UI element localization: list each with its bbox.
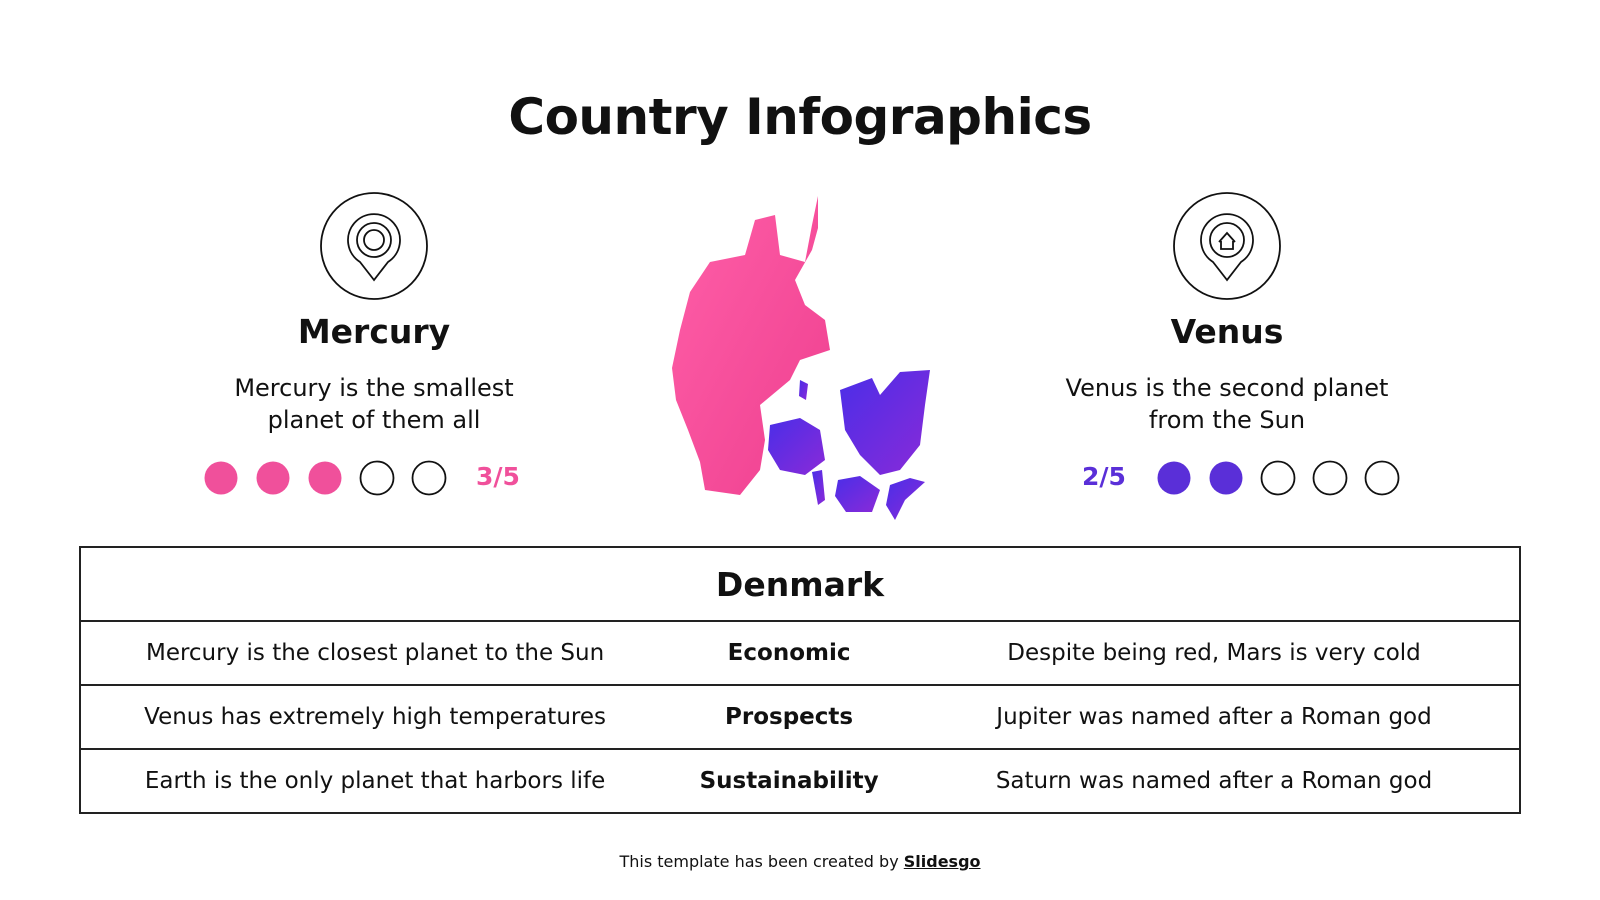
rating-label: 3/5	[476, 462, 520, 491]
table-cell: Venus has extremely high temperatures	[78, 684, 670, 750]
table-cell: Economic	[669, 620, 910, 686]
planet-description: Mercury is the smallest planet of them a…	[234, 374, 514, 434]
rating-dots	[204, 460, 1400, 496]
planet-name: Venus	[1170, 312, 1284, 351]
table-cell: Earth is the only planet that harbors li…	[78, 748, 670, 814]
rating-dot	[1157, 461, 1191, 495]
rating-dot	[308, 461, 342, 495]
table-cell: Jupiter was named after a Roman god	[909, 684, 1521, 750]
planet-name: Mercury	[297, 312, 451, 351]
table-row: Earth is the only planet that harbors li…	[78, 748, 1521, 814]
rating-dot	[411, 460, 447, 496]
table-cell: Despite being red, Mars is very cold	[909, 620, 1521, 686]
rating-dot	[1364, 460, 1400, 496]
table-row: Venus has extremely high temperatures Pro…	[78, 684, 1521, 750]
table: Denmark Mercury is the closest planet to…	[78, 546, 1521, 814]
footer-text: This template has been created by	[619, 852, 899, 871]
table-row: Mercury is the closest planet to the Sun…	[78, 620, 1521, 686]
rating-dot	[359, 460, 395, 496]
footer-link[interactable]: Slidesgo	[903, 852, 981, 871]
table-title: Denmark	[79, 546, 1521, 622]
table-cell: Saturn was named after a Roman god	[909, 748, 1521, 814]
icon-right	[1173, 192, 1281, 300]
rating-dot	[1260, 460, 1296, 496]
graphics	[204, 192, 1400, 520]
table-cell: Prospects	[669, 684, 910, 750]
rating-dot	[1312, 460, 1348, 496]
planet-description: Venus is the second planet from the Sun	[1065, 374, 1389, 434]
rating-label: 2/5	[1082, 462, 1126, 491]
icon-left	[320, 192, 428, 300]
footer: This template has been created by Slides…	[0, 852, 1600, 871]
rating-dot	[256, 461, 290, 495]
rating-dot	[1209, 461, 1243, 495]
title: Country Infographics	[508, 88, 1092, 146]
table-cell: Mercury is the closest planet to the Sun	[78, 620, 670, 686]
table-cell: Sustainability	[669, 748, 910, 814]
map	[672, 196, 930, 520]
rating-dot	[204, 461, 238, 495]
